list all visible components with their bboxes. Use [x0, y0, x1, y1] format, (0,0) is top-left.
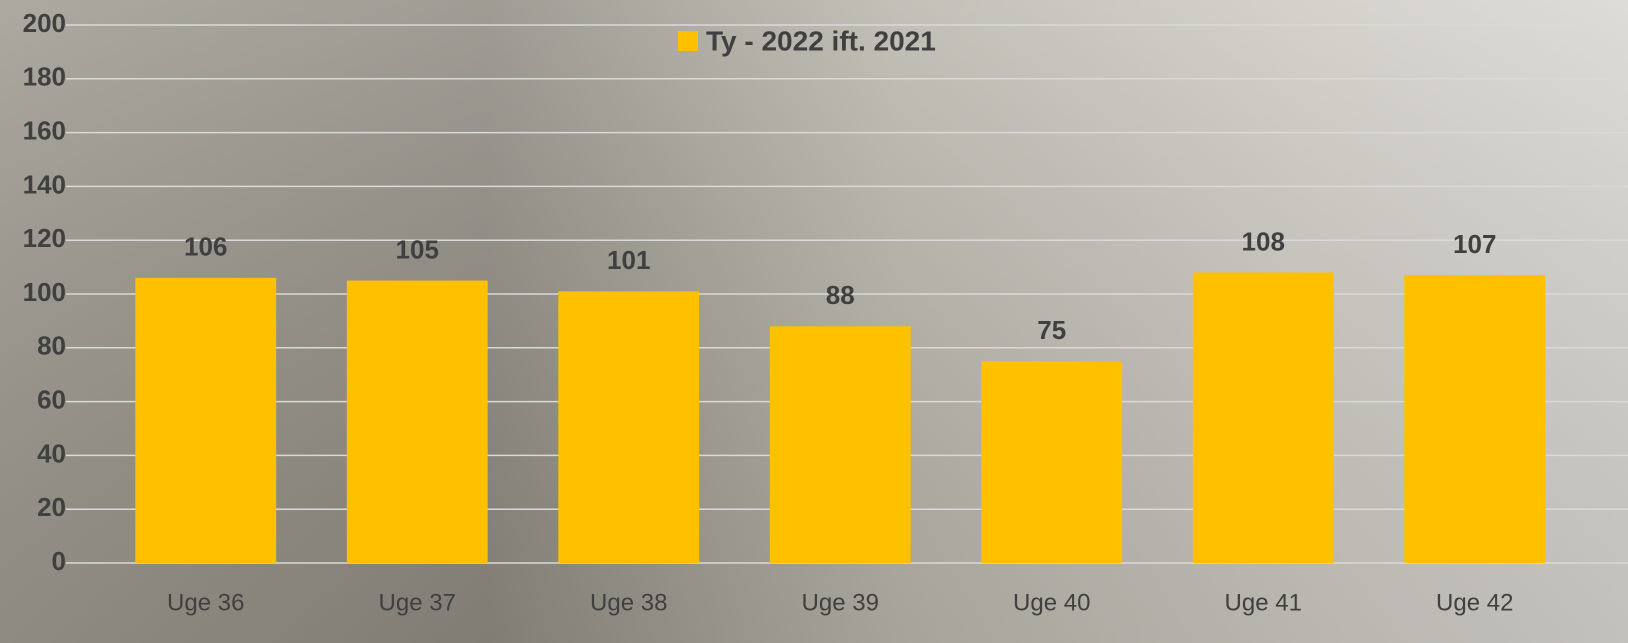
- x-tick-label: Uge 36: [167, 589, 244, 616]
- x-tick-label: Uge 39: [802, 589, 879, 616]
- bar: [558, 291, 699, 563]
- data-label: 75: [1037, 315, 1066, 345]
- x-tick-label: Uge 37: [379, 589, 456, 616]
- y-tick-label: 40: [37, 438, 66, 468]
- data-label: 107: [1453, 229, 1496, 259]
- chart: Ty - 2022 ift. 2021 0 20 40 60 80 100 120 140 16…: [0, 0, 1628, 643]
- bar: [347, 281, 488, 563]
- y-tick-label: 140: [23, 169, 66, 199]
- data-label: 88: [826, 280, 855, 310]
- data-label: 101: [607, 245, 650, 275]
- page: Ty - 2022 ift. 2021 0 20 40 60 80 100 120 140 16…: [0, 0, 1628, 643]
- bar: [135, 278, 276, 563]
- data-label: 106: [184, 232, 227, 262]
- bar: [1404, 275, 1545, 563]
- y-tick-label: 160: [23, 115, 66, 145]
- x-tick-label: Uge 38: [590, 589, 667, 616]
- y-tick-label: 0: [52, 546, 66, 576]
- y-tick-label: 180: [23, 62, 66, 92]
- y-tick-label: 120: [23, 223, 66, 253]
- legend-swatch: [678, 31, 698, 51]
- data-label: 105: [396, 234, 439, 264]
- legend-label: Ty - 2022 ift. 2021: [706, 25, 936, 56]
- y-tick-label: 60: [37, 384, 66, 414]
- data-label: 108: [1242, 226, 1285, 256]
- x-tick-label: Uge 40: [1013, 589, 1090, 616]
- y-tick-label: 200: [23, 8, 66, 38]
- y-tick-label: 100: [23, 277, 66, 307]
- bar: [1193, 272, 1334, 563]
- bar: [770, 326, 911, 563]
- y-tick-label: 80: [37, 331, 66, 361]
- x-tick-label: Uge 42: [1436, 589, 1513, 616]
- x-tick-label: Uge 41: [1225, 589, 1302, 616]
- bar: [981, 361, 1122, 563]
- y-tick-label: 20: [37, 492, 66, 522]
